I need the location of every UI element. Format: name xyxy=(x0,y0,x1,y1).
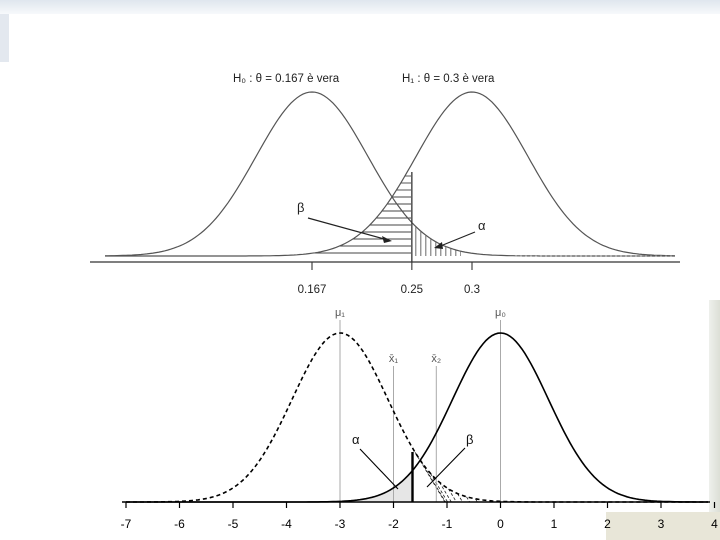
bottom-tick-label: -2 xyxy=(388,517,399,531)
h1-distribution-curve xyxy=(105,91,676,257)
bottom-tick-label: 4 xyxy=(711,517,718,531)
alpha-pointer xyxy=(437,231,476,248)
beta-hatch-line-bottom xyxy=(448,488,457,503)
h0-distribution-curve xyxy=(105,91,675,257)
beta-region-hatch xyxy=(313,175,411,254)
beta-hatch-line-bottom xyxy=(430,473,448,503)
top-x-ticks: 0.167 0.25 0.3 xyxy=(298,262,480,296)
beta-label: β xyxy=(297,200,304,215)
bottom-right-patch xyxy=(606,512,720,540)
beta-pointer-bottom xyxy=(426,447,466,488)
top-tick-label: 0.3 xyxy=(464,284,480,296)
beta-hatch-line-bottom xyxy=(466,496,470,503)
top-tick-label: 0.167 xyxy=(298,284,327,296)
mu1-label: μ₁ xyxy=(335,307,345,319)
alpha-pointer-bottom xyxy=(359,448,399,490)
bottom-tick-label: 3 xyxy=(658,517,665,531)
mu0-label: μ₀ xyxy=(495,307,506,319)
bottom-tick-label: -3 xyxy=(335,517,346,531)
bottom-tick-label: 0 xyxy=(497,517,504,531)
beta-hatch-line-bottom xyxy=(457,493,463,503)
bottom-tick-label: 2 xyxy=(604,517,611,531)
bottom-tick-label: 1 xyxy=(551,517,558,531)
xbar1-label: x̄₁ xyxy=(389,353,399,365)
bottom-panel: -7 -6 -5 -4 -3 -2 -1 0 1 2 3 4 μ₁ μ₀ x̄₁ x̄₂ α β xyxy=(121,307,718,531)
mu1-distribution-curve xyxy=(126,332,708,503)
bottom-x-ticks: -7 -6 -5 -4 -3 -2 -1 0 1 2 3 4 xyxy=(121,502,718,531)
alpha-region-hatch xyxy=(415,226,461,256)
bottom-tick-label: -6 xyxy=(174,517,185,531)
alpha-label-bottom: α xyxy=(352,432,360,447)
bottom-tick-label: -5 xyxy=(228,517,239,531)
beta-arrowhead xyxy=(382,236,392,243)
xbar2-label: x̄₂ xyxy=(431,353,441,365)
h0-label: H₀ : θ = 0.167 è vera xyxy=(233,73,340,85)
left-edge-strip xyxy=(0,14,9,62)
bottom-tick-label: -7 xyxy=(121,517,132,531)
beta-hatch-line-bottom xyxy=(439,482,452,503)
top-tick-label: 0.25 xyxy=(401,284,423,296)
mu0-distribution-curve xyxy=(126,332,708,503)
beta-pointer xyxy=(307,217,389,241)
bottom-tick-label: -4 xyxy=(281,517,292,531)
beta-label-bottom: β xyxy=(466,432,473,447)
alpha-arrowhead xyxy=(434,242,443,249)
h1-label: H₁ : θ = 0.3 è vera xyxy=(402,73,495,85)
window-top-bar xyxy=(0,0,720,14)
right-edge-strip xyxy=(709,300,720,540)
top-panel: 0.167 0.25 0.3 H₀ : θ = 0.167 è vera H₁ : … xyxy=(90,73,680,296)
alpha-shaded-area xyxy=(361,471,413,502)
alpha-label: α xyxy=(478,218,486,233)
bottom-tick-label: -1 xyxy=(442,517,453,531)
